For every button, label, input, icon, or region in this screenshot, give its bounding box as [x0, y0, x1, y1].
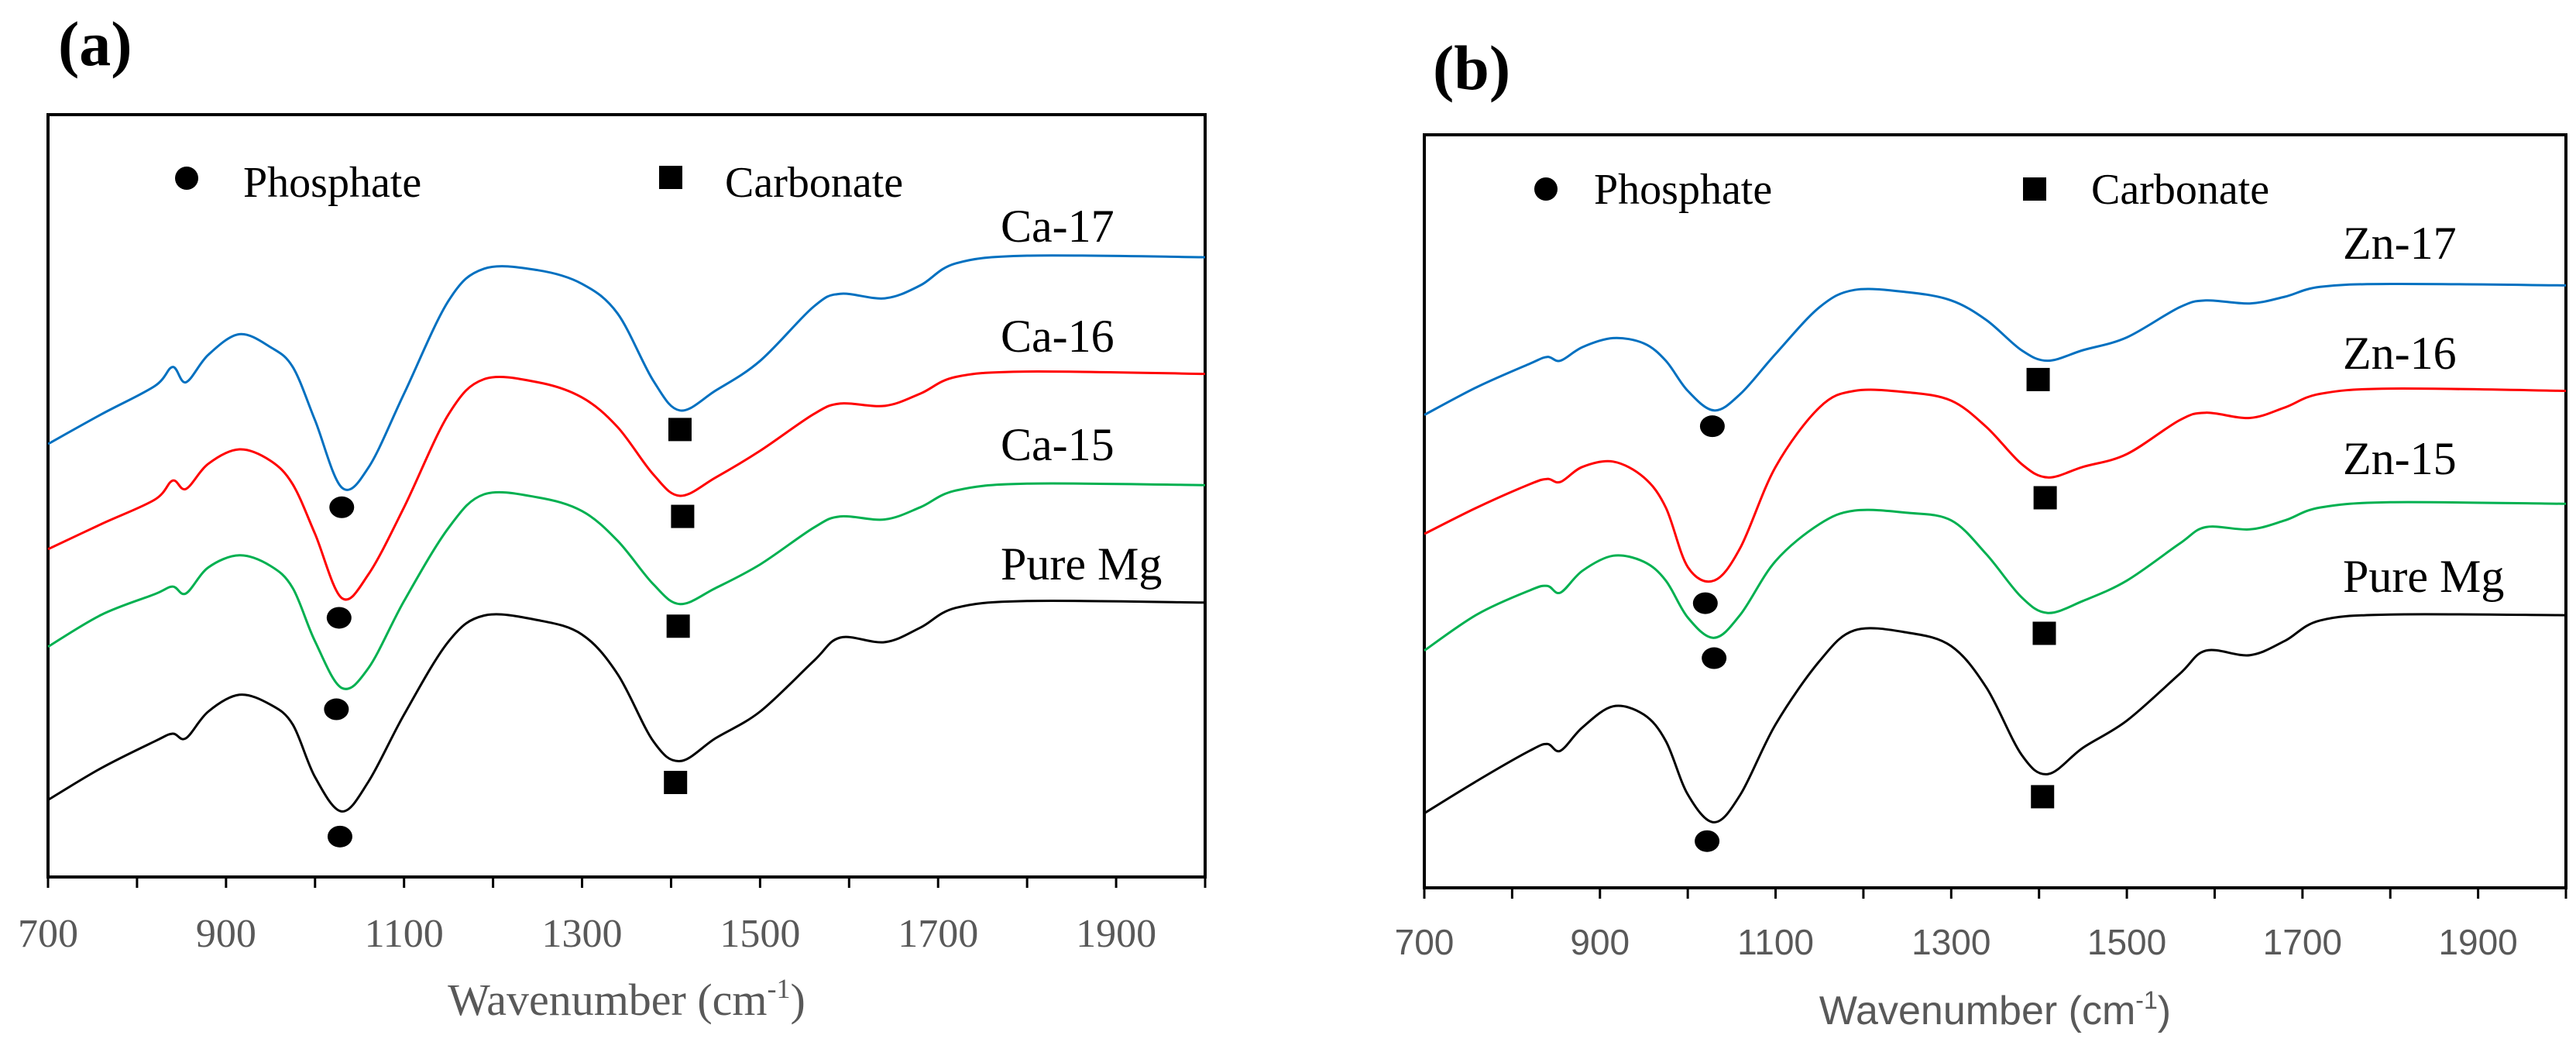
x-axis-title-a: Wavenumber (cm-1) [448, 973, 805, 1025]
panel-b: (b) 700 900 1100 1300 1500 1700 1900 Phosphate… [1395, 33, 2567, 1033]
series-layer-a [47, 254, 1206, 813]
series-label-ca-17: Ca-17 [1001, 201, 1115, 252]
series-line-zn-16 [1424, 387, 2567, 583]
legend-carbonate-icon [659, 166, 682, 189]
series-label-ca-16: Ca-16 [1001, 311, 1115, 362]
panel-a-label: (a) [58, 9, 132, 79]
legend-phosphate-label: Phosphate [1594, 166, 1772, 214]
legend-phosphate-icon [175, 167, 198, 190]
x-axis-b: 700 900 1100 1300 1500 1700 1900 [1395, 888, 2567, 962]
series-line-ca-15 [47, 482, 1206, 690]
plot-frame-a [46, 113, 1207, 879]
x-tick-label: 900 [1570, 922, 1630, 962]
phosphate-marker [329, 496, 355, 518]
x-tick-label: 1900 [2438, 922, 2517, 962]
x-tick-label: 1300 [542, 912, 623, 956]
series-line-pure-mg [1424, 613, 2567, 824]
x-tick-label: 1300 [1911, 922, 1990, 962]
x-tick-label: 1100 [1737, 922, 1814, 962]
legend-carbonate-label: Carbonate [725, 159, 903, 207]
plot-frame-b [1423, 133, 2567, 889]
x-tick-label: 1700 [898, 912, 978, 956]
panel-a: (a) 700 900 1100 1300 1500 1700 1900 Phosphate… [18, 9, 1207, 1025]
series-label-zn-17: Zn-17 [2343, 218, 2457, 269]
phosphate-marker [1699, 415, 1725, 438]
phosphate-marker [1692, 592, 1718, 614]
series-label-pure-mg-b: Pure Mg [2343, 551, 2504, 602]
x-tick-label: 1900 [1076, 912, 1156, 956]
carbonate-marker [2031, 785, 2055, 809]
series-line-zn-15 [1424, 500, 2567, 652]
series-line-zn-17 [1424, 282, 2567, 416]
marker-layer-b [1692, 367, 2057, 852]
carbonate-marker [2033, 486, 2057, 510]
series-label-ca-15: Ca-15 [1001, 419, 1115, 470]
legend-carbonate-icon [2023, 177, 2046, 201]
series-label-zn-16: Zn-16 [2343, 328, 2457, 379]
x-axis-title-b: Wavenumber (cm-1) [1819, 986, 2171, 1033]
carbonate-marker [664, 770, 688, 794]
carbonate-marker [668, 418, 692, 442]
legend-phosphate-icon [1534, 177, 1558, 201]
series-line-ca-17 [47, 254, 1206, 491]
legend-carbonate-label: Carbonate [2091, 166, 2269, 214]
series-layer-b [1424, 282, 2567, 824]
phosphate-marker [1702, 647, 1727, 669]
x-tick-label: 700 [1395, 922, 1455, 962]
marker-layer-a [324, 418, 695, 848]
carbonate-marker [671, 504, 695, 528]
series-line-pure-mg [47, 600, 1206, 813]
phosphate-marker [324, 698, 349, 720]
x-tick-label: 700 [18, 912, 78, 956]
x-tick-label: 900 [196, 912, 256, 956]
x-tick-label: 1700 [2263, 922, 2342, 962]
carbonate-marker [2026, 367, 2050, 391]
x-tick-label: 1500 [2087, 922, 2166, 962]
x-tick-label: 1100 [365, 912, 444, 956]
series-line-ca-16 [47, 370, 1206, 601]
carbonate-marker [666, 614, 690, 638]
carbonate-marker [2032, 621, 2056, 645]
x-tick-label: 1500 [720, 912, 800, 956]
series-label-zn-15: Zn-15 [2343, 433, 2457, 484]
legend-phosphate-label: Phosphate [243, 159, 421, 207]
series-label-pure-mg-a: Pure Mg [1001, 538, 1162, 590]
panel-b-label: (b) [1433, 33, 1510, 103]
phosphate-marker [327, 825, 352, 848]
x-axis-a: 700 900 1100 1300 1500 1700 1900 [18, 877, 1207, 956]
phosphate-marker [1695, 830, 1720, 852]
phosphate-marker [326, 607, 352, 629]
